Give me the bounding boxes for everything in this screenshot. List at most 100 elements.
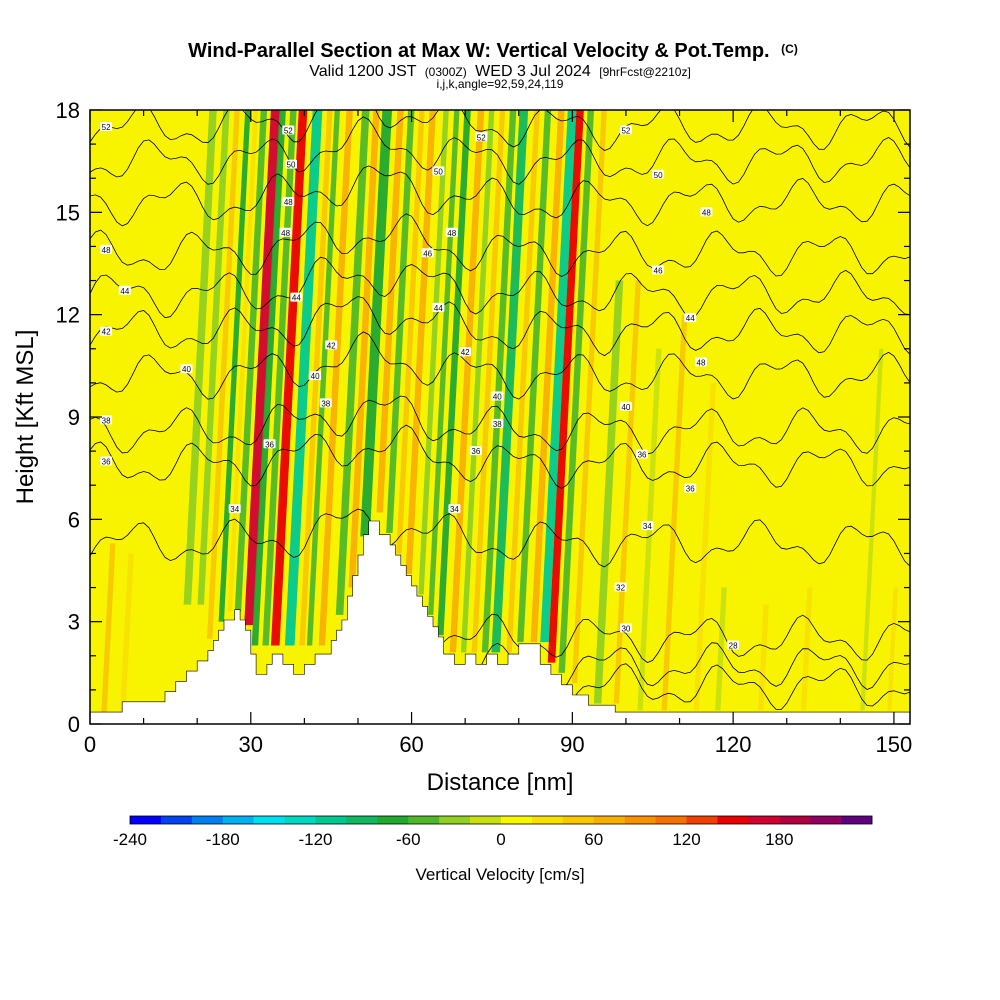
velocity-band [547,110,584,663]
velocity-band [284,110,323,646]
colorbar-swatch [841,816,873,824]
valid-utc: (0300Z) [425,65,467,79]
colorbar-tick-label: -120 [298,830,332,849]
isentrope-lines [90,110,910,710]
y-axis-label: Height [Kft MSL] [12,330,39,505]
contour-label: 42 [459,347,472,357]
svg-text:34: 34 [643,522,652,531]
velocity-band [386,110,415,533]
colorbar-swatch [284,816,316,824]
svg-text:48: 48 [447,229,456,238]
svg-text:40: 40 [311,372,320,381]
contour-label: 44 [432,302,445,313]
colorbar-swatch [531,816,564,824]
svg-text:46: 46 [654,266,663,275]
y-tick-label: 18 [56,98,80,123]
svg-text:50: 50 [434,167,443,176]
title-mark: (C) [781,42,798,56]
valid-label: Valid 1200 JST [309,63,417,80]
colorbar-swatch [779,816,811,824]
colorbar-swatch [253,816,285,824]
velocity-band [517,110,552,643]
svg-text:40: 40 [182,365,191,374]
colorbar-swatch [346,816,378,824]
velocity-band [758,604,769,711]
colorbar-swatch [562,816,595,824]
colorbar-frame [129,815,873,825]
velocity-band [715,587,727,711]
svg-text:44: 44 [292,294,301,303]
contour-label: 34 [228,504,241,514]
contour-label: 38 [319,398,332,408]
svg-text:36: 36 [471,447,480,456]
forecast-info: [9hrFcst@2210z] [599,65,691,79]
isentrope-28 [539,663,910,710]
colorbar-tick-label: 60 [584,830,603,849]
valid-time: Valid 1200 JST (0300Z) WED 3 Jul 2024 [9… [309,63,691,80]
svg-text:42: 42 [102,328,111,337]
contour-label: 40 [180,364,193,374]
x-axis: 0 30 60 90 120 150 [84,110,912,757]
velocity-band [207,110,240,639]
velocity-band [318,110,353,646]
contour-label: 48 [282,197,295,207]
contour-label: 36 [100,456,113,466]
colorbar-swatch [160,816,193,824]
isentrope-44 [90,256,910,319]
colorbar-swatch [624,816,656,824]
svg-text:38: 38 [102,416,111,425]
svg-text:52: 52 [102,123,111,132]
colorbar-swatch [439,816,471,824]
velocity-band [558,110,595,673]
velocity-band [197,110,230,605]
section-indices: i,j,k,angle=92,59,24,119 [437,77,564,91]
colorbar-swatch [408,816,440,824]
velocity-band [376,110,404,513]
isentrope-48 [90,165,910,227]
contour-label: 40 [491,391,504,402]
x-tick-label: 90 [560,732,584,757]
y-tick-label: 15 [56,200,80,225]
contour-labels: 52 52 52 52 50 50 50 48 48 48 48 48 46 46 44 44 44 44 42 42… [100,122,740,651]
contour-label: 36 [636,449,649,460]
contour-label: 36 [469,446,482,456]
velocity-band [183,110,217,605]
velocity-band [251,110,286,646]
isentrope-52 [90,110,910,151]
contour-label: 52 [475,132,488,142]
contour-label: 52 [619,125,632,135]
velocity-band [234,110,268,612]
velocity-band [506,110,540,653]
velocity-band [396,110,425,554]
contour-label: 40 [619,401,632,412]
isentrope-42 [90,296,910,357]
svg-text:40: 40 [493,393,502,402]
svg-text:40: 40 [621,403,630,412]
velocity-band [530,110,565,643]
contour-label: 50 [652,169,665,180]
colorbar-tick-label: -180 [206,830,240,849]
colorbar-swatch [686,816,718,824]
svg-text:46: 46 [423,249,432,258]
contour-label: 36 [263,439,276,449]
colorbar-label: Vertical Velocity [cm/s] [415,865,584,884]
svg-text:36: 36 [686,485,695,494]
y-tick-label: 12 [56,303,80,328]
svg-text:50: 50 [654,171,663,180]
svg-text:36: 36 [638,451,647,460]
title-text: Wind-Parallel Section at Max W: Vertical… [188,40,769,62]
velocity-band [613,280,641,704]
colorbar-tick-label: 180 [765,830,793,849]
colorbar-swatch [377,816,409,824]
velocity-band [360,110,393,537]
velocity-band [460,110,495,653]
plot-area: 52 52 52 52 50 50 50 48 48 48 48 48 46 46 44 44 44 44 42 42… [90,110,910,724]
contour-label: 42 [100,326,113,337]
y-tick-label: 0 [68,712,80,737]
colorbar-swatch [191,816,224,824]
velocity-band [348,110,380,588]
colorbar-swatch [655,816,687,824]
contour-label: 40 [309,371,322,381]
svg-text:32: 32 [616,584,625,593]
